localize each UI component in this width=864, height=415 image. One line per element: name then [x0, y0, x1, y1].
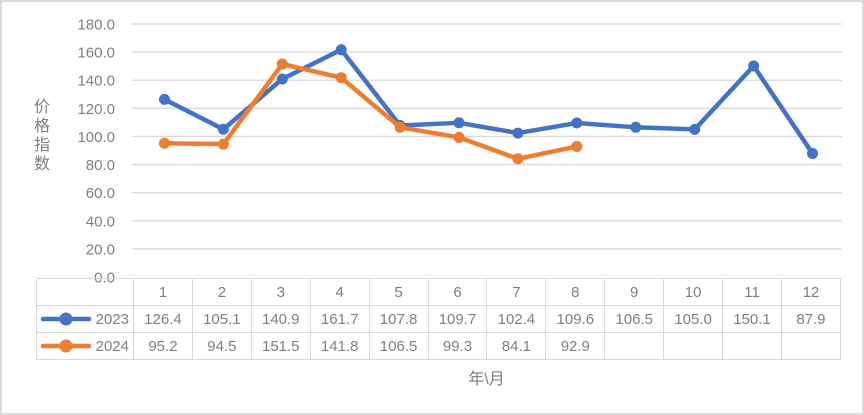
data-point-marker — [276, 73, 288, 85]
value-cell: 87.9 — [780, 305, 841, 333]
gridlines — [132, 23, 842, 250]
table-corner-cell — [36, 278, 134, 306]
y-axis-title: 价格指数 — [31, 98, 48, 174]
data-point-marker — [158, 93, 170, 105]
y-tick-label: 20.0 — [86, 241, 115, 258]
month-header-cell: 10 — [663, 278, 724, 306]
series-name-label: 2024 — [95, 337, 129, 355]
y-tick-label: 180.0 — [77, 17, 115, 34]
value-cell: 109.7 — [427, 305, 488, 333]
data-point-marker — [276, 58, 288, 70]
month-header-cell: 3 — [250, 278, 311, 306]
legend-key-icon — [40, 339, 92, 353]
month-header-cell: 5 — [368, 278, 429, 306]
value-cell — [663, 332, 724, 360]
series-2023 — [158, 44, 819, 159]
value-cell: 109.6 — [545, 305, 606, 333]
value-cell: 150.1 — [722, 305, 782, 333]
value-cell — [604, 332, 665, 360]
data-point-marker — [453, 131, 465, 143]
y-tick-label: 80.0 — [86, 157, 115, 174]
y-tick-label: 140.0 — [77, 73, 115, 90]
x-axis-title: 年\月 — [468, 371, 505, 388]
value-cell: 151.5 — [250, 332, 311, 360]
value-cell: 141.8 — [309, 332, 370, 360]
value-cell: 106.5 — [368, 332, 429, 360]
data-point-marker — [453, 117, 465, 129]
month-header-cell: 7 — [486, 278, 547, 306]
value-cell: 107.8 — [368, 305, 429, 333]
value-cell: 84.1 — [486, 332, 547, 360]
legend-cell: 2023 — [36, 305, 134, 333]
month-header-cell: 11 — [722, 278, 782, 306]
value-cell: 126.4 — [133, 305, 193, 333]
series-line — [162, 61, 580, 162]
value-cell — [780, 332, 841, 360]
month-header-cell: 4 — [309, 278, 370, 306]
month-header-cell: 6 — [427, 278, 488, 306]
y-tick-label: 40.0 — [86, 213, 115, 230]
data-point-marker — [335, 72, 347, 84]
data-point-marker — [512, 127, 524, 139]
value-cell: 94.5 — [191, 332, 252, 360]
data-point-marker — [394, 121, 406, 133]
month-header-cell: 9 — [604, 278, 665, 306]
data-point-marker — [748, 60, 760, 72]
value-cell: 92.9 — [545, 332, 606, 360]
value-cell: 106.5 — [604, 305, 665, 333]
data-point-marker — [217, 138, 229, 150]
month-header-cell: 2 — [191, 278, 252, 306]
chart-data-table: 1 2 3 4 5 6 7 8 9 10 11 12 2023 126.4 105.1 140.9 161.7 1… — [36, 278, 841, 360]
month-header-cell: 1 — [133, 278, 193, 306]
legend-key-icon — [40, 312, 92, 326]
value-cell — [722, 332, 782, 360]
value-cell: 161.7 — [309, 305, 370, 333]
table-body: 1 2 3 4 5 6 7 8 9 10 11 12 2023 126.4 105.1 140.9 161.7 1… — [36, 278, 841, 360]
y-tick-labels: 0.020.040.060.080.0100.0120.0140.0160.01… — [77, 17, 115, 287]
data-point-marker — [512, 153, 524, 165]
series-line — [162, 47, 815, 156]
y-tick-label: 160.0 — [77, 45, 115, 62]
data-point-marker — [571, 140, 583, 152]
y-tick-label: 120.0 — [77, 101, 115, 118]
data-point-marker — [158, 137, 170, 149]
data-point-marker — [630, 121, 642, 133]
value-cell: 105.1 — [191, 305, 252, 333]
value-cell: 105.0 — [663, 305, 724, 333]
data-point-marker — [335, 44, 347, 56]
series-name-label: 2023 — [95, 310, 129, 328]
month-header-cell: 12 — [780, 278, 841, 306]
series-2024 — [158, 58, 583, 165]
data-point-marker — [689, 123, 701, 135]
value-cell: 99.3 — [427, 332, 488, 360]
y-tick-label: 60.0 — [86, 185, 115, 202]
value-cell: 102.4 — [486, 305, 547, 333]
data-point-marker — [807, 147, 819, 159]
y-tick-label: 100.0 — [77, 129, 115, 146]
value-cell: 95.2 — [133, 332, 193, 360]
legend-cell: 2024 — [36, 332, 134, 360]
month-header-cell: 8 — [545, 278, 606, 306]
data-point-marker — [571, 117, 583, 129]
data-point-marker — [217, 123, 229, 135]
value-cell: 140.9 — [250, 305, 311, 333]
